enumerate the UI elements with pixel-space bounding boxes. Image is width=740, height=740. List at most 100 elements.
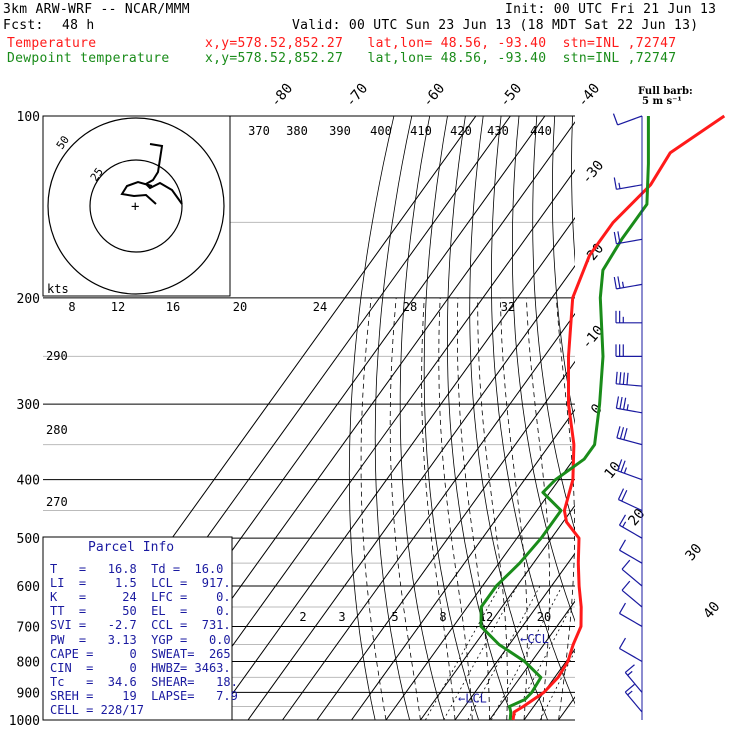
forecast-hour: 48 h: [62, 18, 95, 33]
dry-adiabat: [399, 116, 445, 720]
theta-label: 410: [410, 124, 432, 138]
parcel-info-row: Tc = 34.6 SHEAR= 18.: [50, 674, 238, 689]
moist-adiabat: [576, 298, 603, 720]
wind-barb: [618, 514, 643, 539]
hodograph-trace: [120, 143, 183, 205]
dry-adiabat: [374, 116, 413, 720]
hodograph-ring-outer: [47, 117, 225, 295]
dry-adiabat: [680, 116, 740, 720]
theta-label: 280: [46, 423, 68, 437]
wind-barb: [616, 426, 643, 446]
wind-barb: [615, 371, 643, 387]
dry-adiabat: [662, 116, 740, 720]
mixing-ratio-label: 20: [537, 610, 551, 624]
pressure-label: 200: [17, 292, 40, 307]
temperature-legend: Temperature: [7, 36, 97, 51]
pressure-label: 700: [17, 620, 40, 635]
isotherm-line: [523, 648, 575, 720]
isotherm-label: -50: [497, 81, 526, 111]
parcel-info-row: K = 24 LFC = 0.: [50, 590, 231, 605]
theta-label: 380: [286, 124, 308, 138]
wind-barb: [615, 396, 643, 414]
wind-barb: [618, 539, 643, 564]
wind-barb: [615, 344, 642, 357]
moist-adiabat: [438, 297, 473, 720]
isotherm-line: [213, 217, 575, 720]
theta-label: 440: [530, 124, 552, 138]
moist-adiabat: [360, 297, 387, 720]
moist-adiabat: [389, 297, 421, 720]
dry-adiabat: [626, 116, 740, 720]
wind-barb: [613, 177, 643, 190]
wind-barb: [613, 231, 643, 245]
mixing-ratio-label: 24: [313, 300, 327, 314]
mixing-ratio-label: 20: [233, 300, 247, 314]
mixing-ratio-label: 8: [439, 610, 446, 624]
parcel-info-row: SVI = -2.7 CCL = 731.: [50, 618, 231, 633]
pressure-label: 400: [17, 474, 40, 489]
pressure-label: 600: [17, 580, 40, 595]
moist-adiabat: [421, 297, 456, 720]
isotherm-label: -30: [579, 158, 608, 188]
mixing-ratio-label: 8: [68, 300, 75, 314]
theta-label: 420: [450, 124, 472, 138]
moist-adiabat: [457, 297, 490, 720]
dewpoint-location: x,y=578.52,852.27 lat,lon= 48.56, -93.40…: [205, 51, 677, 66]
mixing-ratio-label: 3: [338, 610, 345, 624]
pressure-label: 100: [17, 110, 40, 125]
isotherm-label: 30: [682, 541, 705, 564]
isotherm-label: 40: [700, 599, 723, 622]
temperature-location: x,y=578.52,852.27 lat,lon= 48.56, -93.40…: [205, 36, 677, 51]
isotherm-line: [316, 360, 575, 720]
wind-legend-units: 5 m s⁻¹: [642, 96, 682, 107]
moist-adiabat: [555, 297, 575, 720]
wind-barb: [612, 113, 643, 126]
parcel-info-row: SREH = 19 LAPSE= 7.9: [50, 688, 238, 703]
hodograph-ring-inner: [89, 159, 183, 253]
theta-label: 270: [46, 495, 68, 509]
isotherm-label: -60: [420, 81, 449, 111]
dewpoint-line: [479, 116, 650, 721]
dry-adiabat: [447, 116, 514, 720]
isotherm-line: [558, 696, 575, 720]
isotherm-line: [489, 600, 575, 720]
isotherm-label: -80: [268, 81, 297, 111]
isotherm-line: [385, 456, 575, 720]
wind-barb: [617, 488, 643, 512]
hodograph-ring-label: 50: [54, 133, 72, 151]
pressure-label: 500: [17, 532, 40, 547]
theta-label: 400: [370, 124, 392, 138]
moist-adiabat: [526, 297, 550, 720]
mixing-ratio-label: 28: [403, 300, 417, 314]
parcel-info-title: Parcel Info: [88, 540, 175, 555]
isotherm-line: [178, 169, 575, 720]
valid-time: Valid: 00 UTC Sun 23 Jun 13 (18 MDT Sat …: [292, 18, 699, 33]
model-title: 3km ARW-WRF -- NCAR/MMM: [3, 2, 190, 17]
mixing-ratio-label: 5: [391, 610, 398, 624]
parcel-info-row: CELL = 228/17: [50, 703, 144, 717]
theta-label: 290: [46, 349, 68, 363]
wind-barb: [617, 459, 643, 481]
pressure-label: 1000: [9, 714, 40, 729]
mixing-ratio-line: [539, 650, 575, 720]
theta-label: 370: [248, 124, 270, 138]
hodograph-kts-label: kts: [47, 282, 69, 296]
isotherm-label: -20: [579, 241, 608, 271]
isotherm-label: -40: [575, 81, 604, 111]
parcel-info-row: PW = 3.13 YGP = 0.0: [50, 632, 231, 647]
dry-adiabat: [715, 116, 740, 720]
isotherm-label: 20: [625, 506, 648, 529]
wind-barb: [621, 559, 643, 587]
mixing-ratio-label: 12: [111, 300, 125, 314]
temperature-line: [511, 114, 726, 721]
wind-legend-title: Full barb:: [638, 86, 693, 97]
hodograph-ring-label: 25: [88, 165, 106, 183]
dry-adiabat: [698, 116, 740, 720]
dry-adiabat: [733, 116, 740, 720]
dry-adiabat: [491, 116, 575, 705]
parcel-info-row: CIN = 0 HWBZ= 3463.: [50, 660, 231, 675]
wind-barb: [615, 310, 642, 324]
dry-adiabat: [644, 116, 740, 720]
pressure-label: 800: [17, 655, 40, 670]
